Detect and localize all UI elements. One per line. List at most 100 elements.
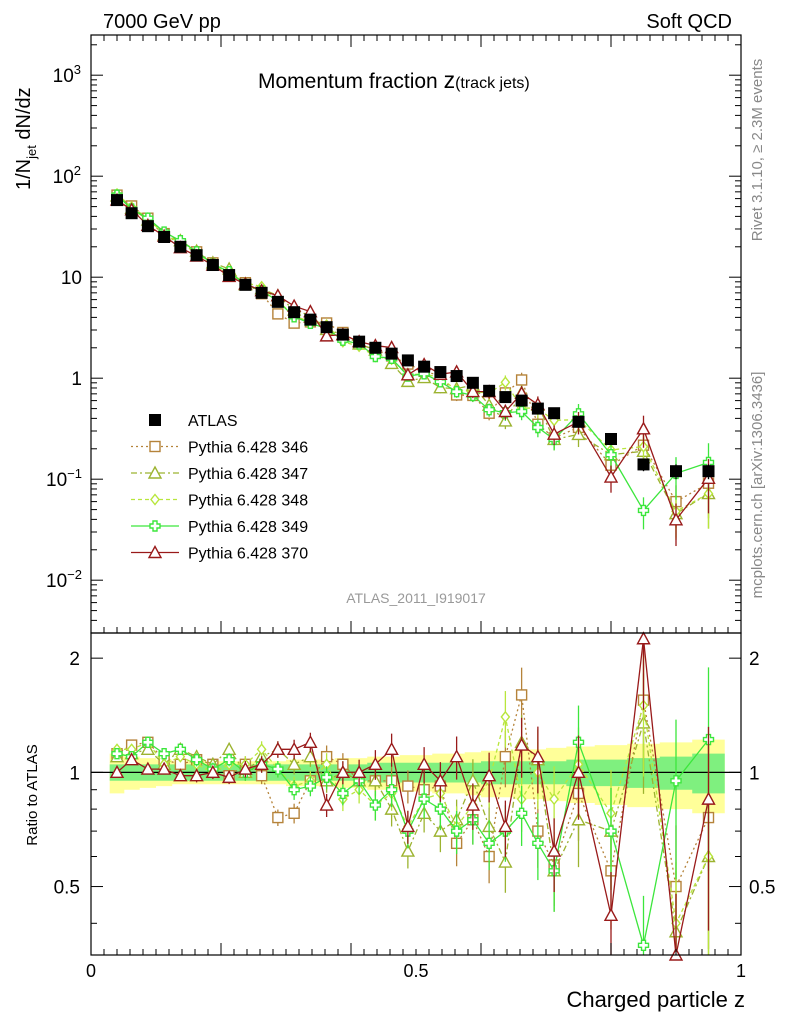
ratio-y-tick-label: 0.5: [54, 878, 80, 899]
legend-label-atlas: ATLAS: [188, 413, 238, 430]
atlas-point: [385, 347, 398, 360]
atlas-point: [174, 240, 187, 253]
ratio-y-tick-label: 2: [69, 649, 80, 670]
atlas-point: [434, 366, 447, 379]
ratio-point: [515, 807, 528, 819]
main-point: [369, 350, 382, 363]
ratio-point: [111, 747, 123, 760]
main-point: [546, 426, 562, 440]
ratio-point: [173, 768, 188, 782]
atlas-point: [515, 394, 528, 407]
main-point: [498, 404, 513, 418]
main-point: [450, 385, 463, 398]
main-point: [637, 504, 650, 517]
mc-uncertainty-bands: [109, 739, 725, 814]
analysis-id-label: ATLAS_2011_I919017: [346, 590, 486, 606]
ratio-point: [335, 764, 351, 779]
ratio-point: [286, 741, 302, 756]
header-process-label: Soft QCD: [646, 11, 732, 33]
ratio-point: [483, 837, 495, 850]
ratio-point: [515, 689, 528, 701]
ratio-point: [499, 750, 512, 763]
ratio-point: [549, 793, 560, 806]
main-point: [500, 376, 511, 389]
ratio-series-5: [109, 631, 716, 961]
legend-marker-atlas: [149, 414, 161, 426]
main-y-axis-label-sub: jet: [24, 145, 39, 160]
ratio-point: [532, 837, 544, 850]
ratio-panel-series: [109, 631, 716, 961]
atlas-point: [141, 220, 154, 233]
atlas-point: [190, 249, 203, 262]
ratio-point: [156, 761, 172, 775]
ratio-point: [530, 749, 546, 763]
ratio-point: [603, 907, 619, 921]
atlas-point: [206, 259, 219, 272]
atlas-point: [271, 295, 284, 308]
ratio-point: [272, 763, 284, 775]
main-point: [668, 512, 684, 526]
ratio-point: [434, 803, 447, 815]
ratio-point: [498, 819, 513, 833]
atlas-point: [531, 402, 544, 415]
atlas-point: [353, 335, 366, 348]
main-panel-frame: [90, 34, 742, 634]
atlas-point: [450, 370, 463, 383]
ratio-point: [368, 756, 383, 771]
ratio-point: [319, 797, 334, 811]
main-point: [515, 405, 528, 418]
ratio-point: [418, 793, 430, 805]
main-point: [400, 367, 416, 381]
ratio-point: [546, 843, 562, 857]
ratio-point: [223, 753, 235, 766]
plot-title-variable: z: [444, 67, 456, 93]
main-point: [603, 469, 619, 483]
x-tick-label: 1: [736, 961, 746, 981]
ratio-point: [109, 764, 125, 779]
plot-title-main: Momentum fraction: [258, 70, 444, 93]
ratio-point: [465, 797, 481, 811]
ratio-point: [286, 756, 302, 771]
ratio-point: [303, 734, 318, 749]
ratio-point: [670, 775, 682, 787]
ratio-point: [701, 791, 716, 805]
ratio-series-2: [109, 673, 716, 955]
atlas-point: [637, 458, 650, 471]
ratio-point: [636, 631, 651, 645]
legend-label-series-5: Pythia 6.428 370: [188, 546, 308, 563]
legend-label-series-2: Pythia 6.428 347: [188, 466, 308, 483]
ratio-point: [402, 780, 414, 792]
ratio-point: [637, 939, 650, 952]
legend-marker-series-2: [147, 465, 163, 479]
ratio-point: [384, 741, 399, 756]
rivet-version-label: Rivet 3.1.10, ≥ 2.3M events: [749, 59, 766, 242]
ratio-point: [337, 787, 349, 800]
atlas-point: [418, 360, 431, 373]
ratio-point: [304, 780, 317, 792]
atlas-point: [158, 230, 171, 243]
main-y-axis-label-main: 1/N: [13, 159, 35, 190]
ratio-point: [433, 773, 448, 787]
atlas-data: [111, 194, 715, 480]
main-point: [636, 421, 651, 435]
atlas-point: [111, 194, 123, 207]
ratio-point: [320, 771, 333, 784]
x-axis-label: Charged particle z: [566, 987, 745, 1012]
ratio-point: [272, 811, 284, 824]
ratio-point: [385, 784, 398, 796]
ratio-line-series-3: [117, 705, 710, 926]
ratio-point: [400, 819, 416, 833]
atlas-point: [572, 415, 585, 428]
atlas-point: [125, 207, 138, 220]
ratio-point: [124, 752, 139, 766]
ratio-point: [140, 741, 156, 756]
y-tick-label: 10: [61, 268, 82, 289]
legend: ATLAS Pythia 6.428 346 Pythia 6.428 347 Pyt…: [131, 413, 308, 563]
atlas-point: [702, 465, 715, 478]
ratio-point: [158, 747, 170, 760]
main-point: [272, 308, 284, 320]
main-point: [319, 328, 334, 342]
plot-title-subscript: (track jets): [455, 75, 530, 92]
legend-label-series-1: Pythia 6.428 346: [188, 440, 308, 457]
